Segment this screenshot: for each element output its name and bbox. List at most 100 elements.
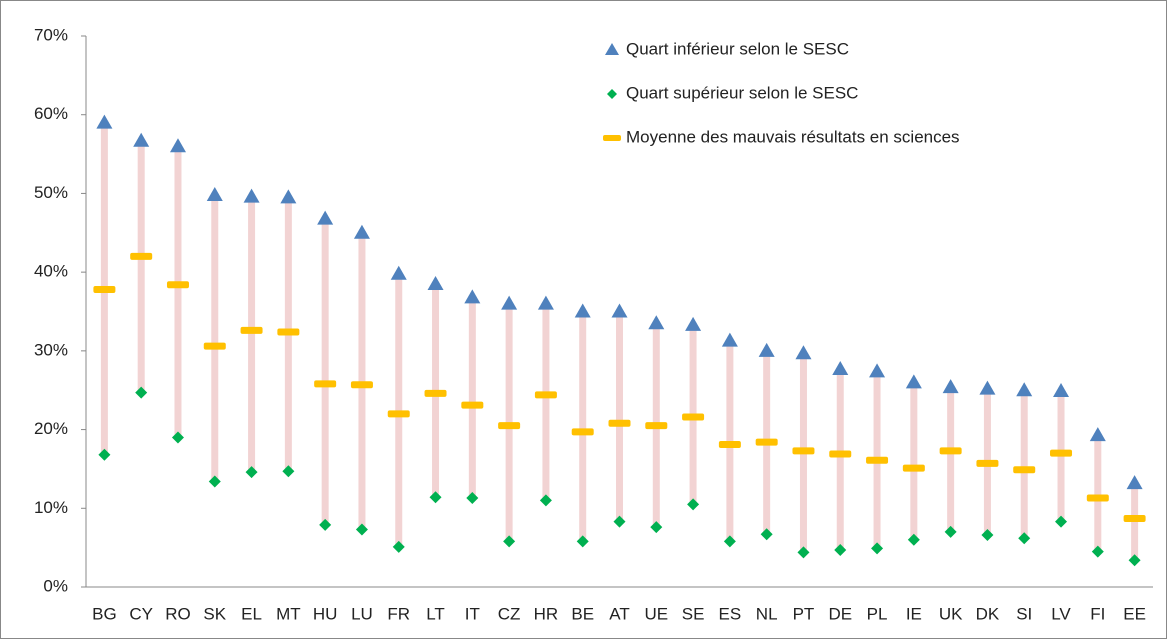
range-bar xyxy=(726,340,734,542)
range-bar xyxy=(1094,435,1102,552)
legend-label: Moyenne des mauvais résultats en science… xyxy=(626,127,960,146)
triangle-marker xyxy=(133,132,150,147)
range-bar xyxy=(836,368,844,551)
diamond-marker xyxy=(429,491,442,504)
range-bar xyxy=(1020,390,1028,539)
range-bar xyxy=(947,387,955,532)
triangle-marker xyxy=(905,374,922,389)
triangle-marker xyxy=(979,380,996,395)
diamond-marker xyxy=(834,544,847,557)
range-bar xyxy=(468,297,476,499)
x-tick-label: BE xyxy=(571,604,594,623)
diamond-marker xyxy=(539,494,552,507)
x-tick-label: RO xyxy=(165,604,191,623)
triangle-marker xyxy=(390,265,407,280)
range-bar xyxy=(174,146,182,438)
mean-marker xyxy=(166,281,189,289)
mean-marker xyxy=(534,391,557,399)
diamond-marker xyxy=(282,465,295,478)
diamond-marker xyxy=(907,533,920,546)
triangle-marker xyxy=(758,342,775,357)
diamond-marker xyxy=(171,431,184,444)
diamond-marker xyxy=(723,535,736,548)
mean-marker xyxy=(682,413,705,421)
diamond-marker xyxy=(135,386,148,399)
y-tick-label: 0% xyxy=(43,576,68,595)
mean-marker xyxy=(461,401,484,409)
x-tick-label: NL xyxy=(756,604,778,623)
x-tick-label: PL xyxy=(867,604,888,623)
x-tick-label: CZ xyxy=(498,604,521,623)
mean-marker xyxy=(424,389,447,397)
diamond-marker xyxy=(1055,515,1068,528)
x-tick-label: IE xyxy=(906,604,922,623)
triangle-marker xyxy=(1126,475,1143,490)
x-tick-label: LU xyxy=(351,604,373,623)
mean-marker xyxy=(240,326,263,334)
triangle-marker xyxy=(537,295,554,310)
mean-marker xyxy=(130,252,153,260)
mean-marker xyxy=(314,380,337,388)
mean-marker xyxy=(1086,494,1109,502)
mean-marker xyxy=(645,422,668,430)
mean-marker xyxy=(902,464,925,472)
triangle-marker xyxy=(169,138,186,153)
legend-label: Quart inférieur selon le SESC xyxy=(626,39,849,58)
triangle-marker xyxy=(721,332,738,347)
legend-symbol xyxy=(605,43,619,55)
y-tick-label: 40% xyxy=(34,262,68,281)
diamond-marker xyxy=(503,535,516,548)
range-bar xyxy=(616,311,623,522)
range-bar xyxy=(211,195,219,482)
x-tick-label: DE xyxy=(828,604,852,623)
diamond-marker xyxy=(208,475,221,488)
y-tick-label: 60% xyxy=(34,104,68,123)
mean-marker xyxy=(498,422,521,430)
diamond-marker xyxy=(319,518,332,531)
y-tick-label: 50% xyxy=(34,183,68,202)
range-bar xyxy=(542,303,550,501)
triangle-marker xyxy=(685,316,702,331)
x-tick-label: SK xyxy=(203,604,226,623)
diamond-marker xyxy=(613,515,626,528)
diamond-marker xyxy=(245,466,258,479)
range-bar xyxy=(321,218,329,525)
x-tick-label: PT xyxy=(793,604,815,623)
legend-symbol xyxy=(607,89,617,99)
y-tick-label: 20% xyxy=(34,419,68,438)
x-tick-label: AT xyxy=(609,604,629,623)
diamond-marker xyxy=(392,540,405,553)
x-tick-label: SE xyxy=(682,604,705,623)
x-tick-label: FR xyxy=(387,604,410,623)
x-tick-label: FI xyxy=(1090,604,1105,623)
x-tick-label: IT xyxy=(465,604,480,623)
diamond-marker xyxy=(871,542,884,555)
y-tick-label: 10% xyxy=(34,498,68,517)
mean-marker xyxy=(1050,449,1073,457)
mean-marker xyxy=(387,410,410,418)
triangle-marker xyxy=(1053,383,1070,398)
triangle-marker xyxy=(427,275,444,290)
x-tick-label: UK xyxy=(939,604,963,623)
triangle-marker xyxy=(1016,382,1033,397)
triangle-marker xyxy=(464,289,481,304)
diamond-marker xyxy=(760,528,773,541)
diamond-marker xyxy=(98,448,111,461)
range-bar xyxy=(358,232,366,530)
x-tick-label: SI xyxy=(1016,604,1032,623)
x-tick-label: ES xyxy=(719,604,742,623)
mean-marker xyxy=(93,285,116,293)
range-bar xyxy=(395,273,403,547)
x-tick-label: DK xyxy=(976,604,1000,623)
x-tick-label: HU xyxy=(313,604,338,623)
mean-marker xyxy=(829,450,852,458)
triangle-marker xyxy=(96,114,113,129)
x-tick-label: LV xyxy=(1051,604,1071,623)
triangle-marker xyxy=(942,379,959,394)
diamond-marker xyxy=(650,521,663,534)
triangle-marker xyxy=(353,224,370,239)
triangle-marker xyxy=(869,363,886,378)
x-tick-label: MT xyxy=(276,604,301,623)
diamond-marker xyxy=(687,498,700,511)
